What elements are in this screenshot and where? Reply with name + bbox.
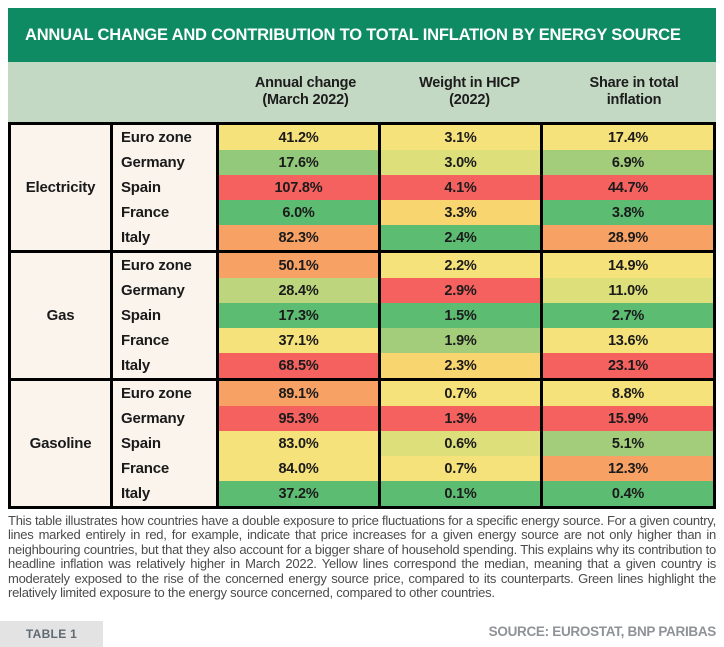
value-cell: 107.8% [219,175,381,200]
value-cell: 3.8% [543,200,713,225]
value-cell: 50.1% [219,253,381,278]
value-cell: 82.3% [219,225,381,250]
value-cell: 11.0% [543,278,713,303]
value-cell: 0.7% [381,456,543,481]
value-cell: 17.6% [219,150,381,175]
value-cell: 83.0% [219,431,381,456]
value-cell: 0.7% [381,381,543,406]
energy-source-block: Gas Euro zone 50.1% 2.2% 14.9% Germany 28.4% 2.… [8,250,716,381]
country-label: Germany [113,150,219,175]
value-cell: 4.1% [381,175,543,200]
value-cell: 2.9% [381,278,543,303]
country-label: Germany [113,406,219,431]
value-cell: 23.1% [543,353,713,378]
footnote-text: This table illustrates how countries hav… [8,513,716,601]
value-cell: 6.0% [219,200,381,225]
column-header-band: Annual change (March 2022) Weight in HIC… [8,62,716,122]
value-cell: 37.2% [219,481,381,506]
value-cell: 89.1% [219,381,381,406]
value-cell: 3.0% [381,150,543,175]
value-cell: 2.3% [381,353,543,378]
country-label: Italy [113,481,219,506]
value-cell: 28.9% [543,225,713,250]
country-label: Italy [113,353,219,378]
column-header-weight-hicp: Weight in HICP (2022) [387,75,552,109]
value-cell: 68.5% [219,353,381,378]
page-title: ANNUAL CHANGE AND CONTRIBUTION TO TOTAL … [25,25,681,44]
country-label: Spain [113,175,219,200]
country-label: Euro zone [113,381,219,406]
column-header-annual-change: Annual change (March 2022) [224,75,387,109]
country-label: France [113,456,219,481]
value-cell: 44.7% [543,175,713,200]
data-table: Electricity Euro zone 41.2% 3.1% 17.4% German… [8,122,716,509]
value-cell: 6.9% [543,150,713,175]
value-cell: 3.1% [381,125,543,150]
value-cell: 1.9% [381,328,543,353]
figure-frame: ANNUAL CHANGE AND CONTRIBUTION TO TOTAL … [8,8,716,509]
country-label: Spain [113,431,219,456]
value-cell: 15.9% [543,406,713,431]
value-cell: 0.6% [381,431,543,456]
value-cell: 17.3% [219,303,381,328]
value-cell: 13.6% [543,328,713,353]
country-label: Italy [113,225,219,250]
column-header-line: (March 2022) [262,92,349,108]
title-band: ANNUAL CHANGE AND CONTRIBUTION TO TOTAL … [8,8,716,62]
country-label: Spain [113,303,219,328]
source-attribution: SOURCE: EUROSTAT, BNP PARIBAS [488,624,717,639]
column-header-line: Weight in HICP [419,74,520,91]
value-cell: 2.2% [381,253,543,278]
value-cell: 84.0% [219,456,381,481]
value-cell: 5.1% [543,431,713,456]
column-header-line: Annual change [254,74,357,91]
energy-source-label: Gasoline [11,381,113,506]
value-cell: 1.5% [381,303,543,328]
column-header-share-inflation: Share in total inflation [552,75,716,109]
country-label: Euro zone [113,125,219,150]
column-header-line: inflation [606,92,662,108]
value-cell: 28.4% [219,278,381,303]
value-cell: 37.1% [219,328,381,353]
value-cell: 2.7% [543,303,713,328]
value-cell: 1.3% [381,406,543,431]
country-label: France [113,328,219,353]
table-number-badge: TABLE 1 [0,621,103,647]
value-cell: 17.4% [543,125,713,150]
value-cell: 41.2% [219,125,381,150]
value-cell: 2.4% [381,225,543,250]
energy-source-label: Gas [11,253,113,378]
value-cell: 95.3% [219,406,381,431]
column-header-line: (2022) [449,92,490,108]
value-cell: 0.1% [381,481,543,506]
value-cell: 8.8% [543,381,713,406]
value-cell: 14.9% [543,253,713,278]
value-cell: 3.3% [381,200,543,225]
energy-source-label: Electricity [11,125,113,250]
energy-source-block: Electricity Euro zone 41.2% 3.1% 17.4% German… [8,122,716,253]
value-cell: 0.4% [543,481,713,506]
value-cell: 12.3% [543,456,713,481]
country-label: France [113,200,219,225]
column-header-line: Share in total [589,74,679,91]
country-label: Euro zone [113,253,219,278]
country-label: Germany [113,278,219,303]
energy-source-block: Gasoline Euro zone 89.1% 0.7% 8.8% Germany 95.… [8,378,716,509]
